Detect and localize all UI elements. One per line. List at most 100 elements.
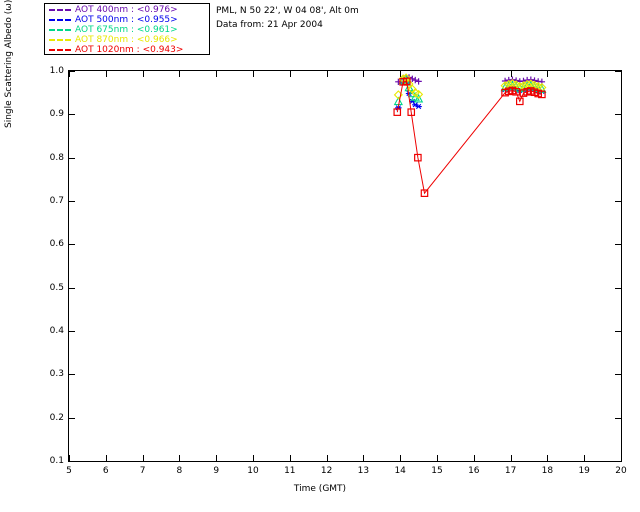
legend-label: AOT 675nm : <0.961>: [75, 25, 178, 35]
x-tick-label: 11: [284, 466, 296, 476]
x-tick: [289, 455, 291, 462]
legend-item-500nm: AOT 500nm : <0.955>: [47, 15, 209, 25]
y-tick: [615, 374, 622, 376]
legend-item-675nm: AOT 675nm : <0.961>: [47, 25, 209, 35]
x-tick: [400, 455, 402, 462]
x-axis-title: Time (GMT): [293, 484, 347, 494]
series-svg: [393, 73, 547, 198]
y-tick: [68, 71, 75, 72]
x-tick: [437, 455, 438, 462]
y-tick-label: 0.6: [49, 239, 64, 250]
y-tick-label: 0.1: [49, 456, 64, 466]
x-tick: [510, 455, 512, 462]
x-tick: [105, 70, 107, 77]
legend-swatch-icon: [49, 9, 71, 11]
data-point: [403, 77, 411, 86]
data-point: [413, 93, 424, 103]
y-tick: [615, 461, 622, 462]
x-tick-label: 10: [247, 466, 259, 476]
data-layer: [69, 71, 621, 461]
y-tick: [68, 417, 75, 419]
x-tick: [400, 70, 402, 77]
x-tick: [142, 455, 144, 462]
legend-item-870nm: AOT 870nm : <0.966>: [47, 35, 209, 45]
x-tick: [584, 455, 586, 462]
data-point: [516, 97, 524, 106]
data-point: [414, 153, 422, 162]
y-tick: [68, 331, 75, 332]
x-tick: [584, 70, 586, 77]
date-line: Data from: 21 Apr 2004: [216, 20, 323, 30]
y-tick: [615, 157, 622, 159]
data-point: [420, 189, 429, 198]
x-tick: [547, 70, 549, 77]
y-tick: [615, 114, 622, 116]
plot-area: 0.1 0.2 0.3 0.4 0.5 0.6 0.7 0.8 0.9 1.0 5 6 7 8 9 10 11 1…: [50, 67, 627, 476]
legend-label: AOT 400nm : <0.976>: [75, 5, 178, 15]
x-tick: [289, 70, 291, 77]
x-tick-label: 5: [66, 466, 72, 476]
legend-item-1020nm: AOT 1020nm : <0.943>: [47, 45, 209, 55]
series-aot-1020nm: [393, 77, 546, 198]
y-tick-label: 0.9: [49, 109, 64, 120]
x-tick-label: 9: [213, 466, 220, 476]
legend-swatch-icon: [49, 19, 71, 21]
legend-swatch-icon: [49, 29, 71, 31]
y-axis-title: Single Scattering Albedo (ω): [4, 0, 14, 128]
data-point: [412, 76, 419, 84]
header-info: PML, N 50 22', W 04 08', Alt 0m Data fro…: [216, 4, 359, 32]
x-tick-label: 13: [357, 466, 370, 476]
x-tick: [253, 455, 254, 462]
y-tick-label: 0.3: [49, 369, 64, 380]
x-tick: [253, 70, 254, 77]
y-tick: [68, 461, 75, 462]
y-tick: [615, 71, 622, 72]
x-tick: [142, 70, 144, 77]
y-tick: [68, 114, 75, 116]
x-tick: [621, 455, 622, 462]
data-point: [414, 89, 424, 99]
data-point: [415, 78, 422, 85]
data-point: [407, 108, 416, 116]
x-tick: [69, 70, 70, 77]
x-tick-label: 18: [541, 466, 554, 476]
y-tick: [68, 287, 75, 289]
x-tick: [326, 70, 328, 77]
y-tick: [615, 417, 622, 419]
x-tick-label: 17: [504, 466, 517, 476]
y-tick: [68, 244, 75, 246]
x-tick-label: 7: [139, 466, 146, 476]
x-tick-label: 15: [431, 466, 443, 476]
x-tick: [363, 70, 365, 77]
legend-swatch-icon: [49, 39, 71, 41]
legend: AOT 400nm : <0.976> AOT 500nm : <0.955> AO…: [44, 3, 210, 55]
y-tick: [615, 331, 622, 332]
x-tick: [326, 455, 328, 462]
data-point: [393, 108, 402, 116]
x-tick: [510, 70, 512, 77]
x-tick: [105, 455, 107, 462]
x-tick-label: 20: [615, 466, 627, 476]
y-tick: [615, 244, 622, 246]
y-tick: [615, 287, 622, 289]
y-tick-label: 0.7: [49, 196, 64, 206]
y-tick-label: 0.5: [49, 282, 64, 293]
x-tick: [69, 455, 70, 462]
data-point: [415, 103, 422, 110]
y-tick: [68, 374, 75, 376]
x-tick: [216, 455, 218, 462]
y-tick-label: 0.2: [49, 412, 64, 423]
y-tick: [68, 201, 75, 202]
legend-item-400nm: AOT 400nm : <0.976>: [47, 5, 209, 15]
data-point: [538, 90, 546, 99]
x-tick-label: 19: [578, 466, 590, 476]
data-point: [407, 88, 417, 98]
x-tick: [179, 70, 181, 77]
x-tick-label: 14: [394, 466, 406, 476]
y-tick-label: 1.0: [49, 66, 64, 76]
legend-label: AOT 870nm : <0.966>: [75, 35, 178, 45]
y-tick-label: 0.8: [49, 152, 64, 163]
data-point: [512, 88, 520, 96]
x-tick: [363, 455, 365, 462]
